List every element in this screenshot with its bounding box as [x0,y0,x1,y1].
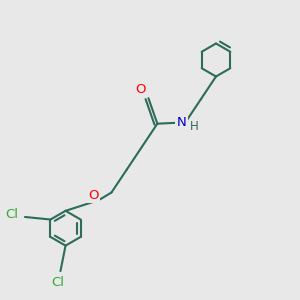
Text: Cl: Cl [6,208,19,221]
Text: N: N [177,116,186,129]
Text: Cl: Cl [51,276,64,289]
Text: O: O [136,83,146,96]
Text: H: H [190,120,199,133]
Text: O: O [88,189,99,202]
